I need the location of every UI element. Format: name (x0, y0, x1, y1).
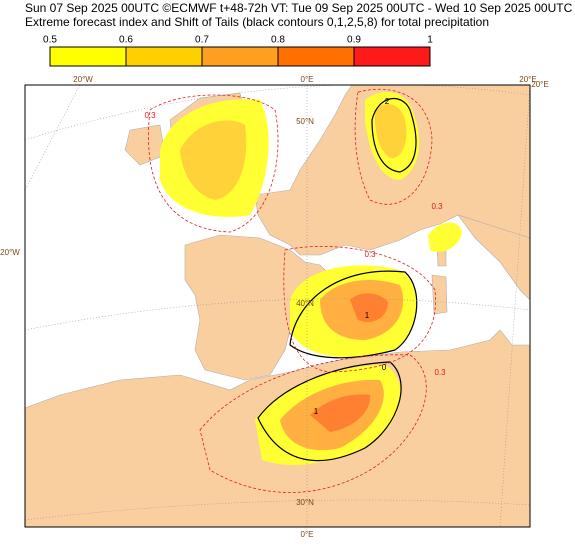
contour-label: 0.3 (144, 111, 156, 120)
map-frame (24, 84, 531, 528)
colorbar-bin (353, 46, 431, 67)
contour-label: 0.3 (434, 368, 446, 377)
contour-label: 0 (382, 363, 387, 372)
colorbar-bin (201, 46, 279, 67)
colorbar-tick-label: 0.8 (271, 35, 285, 46)
header-line2: Extreme forecast index and Shift of Tail… (25, 15, 489, 29)
graticule-label: 0°E (301, 530, 314, 539)
graticule (25, 85, 530, 527)
colorbar-bin (49, 46, 127, 67)
colorbar-tick-label: 0.6 (119, 35, 133, 46)
colorbar-tick-label: 0.9 (347, 35, 361, 46)
graticule-label: 30°N (296, 498, 314, 507)
contour-label: 2 (385, 97, 390, 106)
graticule-label: 20°W (73, 75, 93, 84)
colorbar-tick-label: 0.7 (195, 35, 209, 46)
contour-label: 1 (314, 407, 319, 416)
graticule-label: 20°E (531, 80, 548, 89)
contour-label: 0.3 (431, 202, 443, 211)
graticule-label: 0°E (301, 75, 314, 84)
efi-shading (160, 91, 462, 465)
graticule-label: 40°N (296, 299, 314, 308)
efi-03-contours (148, 88, 436, 493)
sot-contours (257, 97, 418, 462)
colorbar-tick-label: 0.5 (43, 35, 57, 46)
graticule-label: 20°W (0, 248, 20, 257)
colorbar-bin (125, 46, 203, 67)
map (24, 84, 531, 528)
graticule-label: 50°N (296, 117, 314, 126)
graticule-label: 20°E (519, 75, 536, 84)
colorbar: 0.5 0.6 0.7 0.8 0.9 1 (43, 35, 433, 67)
header-line1: Sun 07 Sep 2025 00UTC ©ECMWF t+48-72h VT… (25, 1, 573, 15)
map-labels: 20°W 0°E 20°E20°E 20°W 50°N 40°N 30°N 0°E 0.3 0.3… (0, 75, 549, 539)
contour-label: 0.3 (364, 250, 376, 259)
colorbar-tick-label: 1 (427, 35, 433, 46)
contour-label: 1 (365, 311, 370, 320)
colorbar-bin (277, 46, 355, 67)
